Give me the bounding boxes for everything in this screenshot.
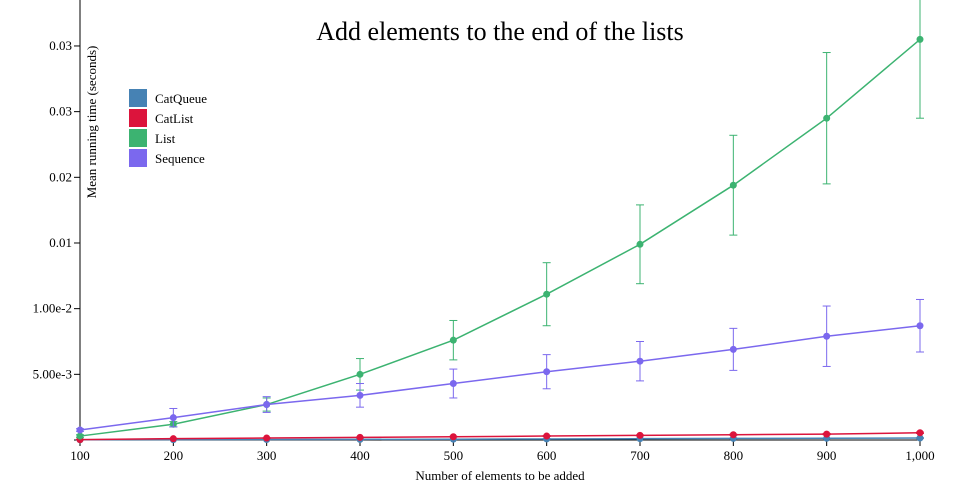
axes: 5.00e-3 1.00e-2 0.01 0.02 0.03 0.03 100 200 300 4… <box>33 0 935 463</box>
data-point <box>636 240 644 248</box>
data-point <box>823 114 831 122</box>
x-tick-label: 700 <box>630 448 650 463</box>
x-tick-label: 800 <box>724 448 744 463</box>
data-point <box>636 431 644 439</box>
y-axis-label: Mean running time (seconds) <box>84 46 99 199</box>
legend-label: List <box>155 131 176 146</box>
legend-swatch <box>129 129 147 147</box>
legend-label: CatList <box>155 111 194 126</box>
data-point <box>916 35 924 43</box>
data-point <box>916 434 924 442</box>
data-point <box>76 426 84 434</box>
legend-swatch <box>129 149 147 167</box>
legend-swatch <box>129 109 147 127</box>
x-tick-label: 400 <box>350 448 370 463</box>
data-point <box>543 432 551 440</box>
data-point <box>449 433 457 441</box>
series-line <box>79 432 921 441</box>
data-point <box>729 345 737 353</box>
chart-title: Add elements to the end of the lists <box>316 17 684 46</box>
x-tick-label: 900 <box>817 448 837 463</box>
x-tick-label: 100 <box>70 448 90 463</box>
legend: CatQueue CatList List Sequence <box>129 89 207 167</box>
data-point <box>356 391 364 399</box>
data-point <box>823 430 831 438</box>
y-tick-label: 0.02 <box>49 169 72 184</box>
data-point <box>916 322 924 330</box>
legend-label: Sequence <box>155 151 205 166</box>
y-tick-label: 1.00e-2 <box>33 301 72 316</box>
series-line <box>79 38 921 437</box>
series-line <box>79 437 921 441</box>
data-point <box>169 435 177 443</box>
data-point <box>449 380 457 388</box>
y-tick-label: 5.00e-3 <box>33 366 72 381</box>
x-axis-label: Number of elements to be added <box>415 468 585 483</box>
data-point <box>263 401 271 409</box>
legend-label: CatQueue <box>155 91 207 106</box>
y-tick-label: 0.03 <box>49 38 72 53</box>
data-point <box>916 429 924 437</box>
legend-swatch <box>129 89 147 107</box>
x-tick-label: 500 <box>444 448 464 463</box>
data-point <box>729 181 737 189</box>
y-tick-label: 0.03 <box>49 104 72 119</box>
y-tick-label: 0.01 <box>49 235 72 250</box>
x-tick-label: 300 <box>257 448 277 463</box>
data-point <box>729 431 737 439</box>
series-group <box>76 0 924 444</box>
series-list <box>76 0 924 440</box>
series-line <box>79 324 921 431</box>
data-point <box>263 434 271 442</box>
x-tick-label: 200 <box>164 448 184 463</box>
data-point <box>823 332 831 340</box>
data-point <box>356 433 364 441</box>
series-catlist <box>76 429 924 444</box>
x-tick-label: 600 <box>537 448 557 463</box>
data-point <box>543 290 551 298</box>
data-point <box>356 370 364 378</box>
data-point <box>449 336 457 344</box>
data-point <box>543 368 551 376</box>
series-sequence <box>76 298 924 434</box>
data-point <box>636 357 644 365</box>
data-point <box>169 414 177 422</box>
x-tick-label: 1,000 <box>905 448 934 463</box>
data-point <box>76 432 84 440</box>
